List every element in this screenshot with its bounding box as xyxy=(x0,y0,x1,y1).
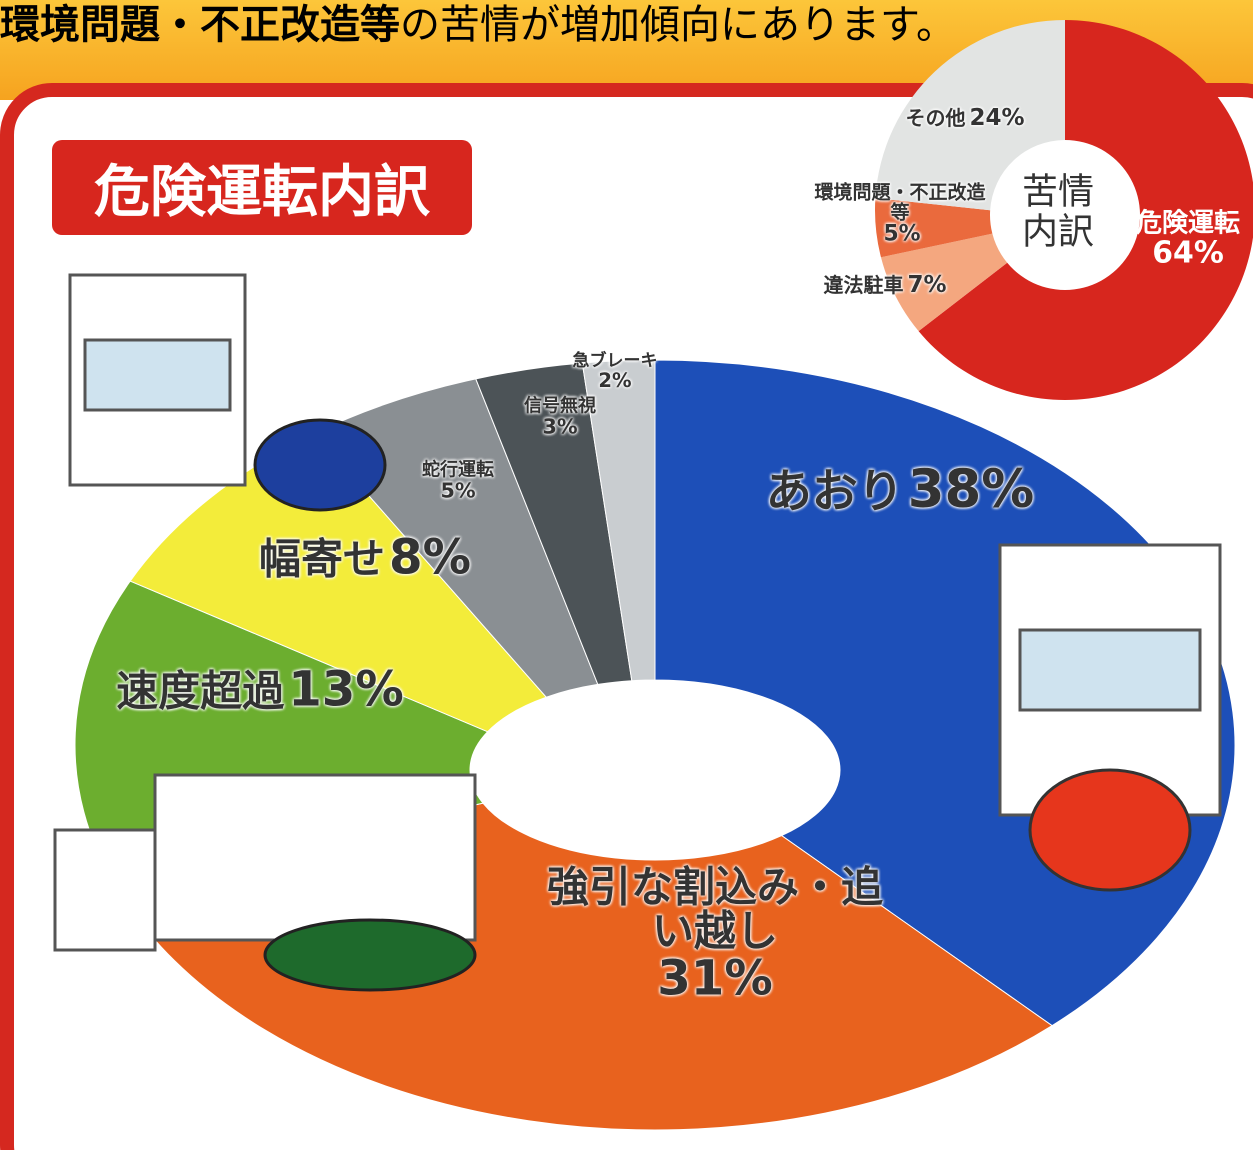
slice-value: 13% xyxy=(288,661,404,718)
slice-label: 速度超過 13% xyxy=(116,661,404,718)
slice-label: 蛇行運転 5% xyxy=(422,459,494,503)
slice-value: 5% xyxy=(883,221,921,247)
slice-name: 環境問題・不正改造等 xyxy=(814,181,986,224)
slice-name: あおり xyxy=(765,464,904,519)
slice-label: 環境問題・不正改造等 5% xyxy=(810,181,990,247)
slice xyxy=(581,359,656,682)
slice-name: 速度超過 xyxy=(116,666,285,716)
slice-label: 急ブレーキ 2% xyxy=(572,350,658,392)
slice-name: 信号無視 xyxy=(524,395,596,417)
slice-name: 蛇行運転 xyxy=(422,459,494,481)
slice xyxy=(875,20,1065,211)
slice-name: 急ブレーキ xyxy=(572,350,658,371)
slice-value: 2% xyxy=(598,368,632,392)
header-bold: 環境問題・不正改造等 xyxy=(0,2,400,48)
slice-name: 強引な割込み・追い越し xyxy=(546,862,883,956)
slice-label: 幅寄せ 8% xyxy=(258,529,472,586)
chart-title: 危険運転内訳 xyxy=(52,140,472,235)
truck-illustration xyxy=(53,273,1222,992)
slice-label: 強引な割込み・追い越し 31% xyxy=(535,862,895,1007)
slice-value: 64% xyxy=(1152,235,1224,271)
center-label: 苦情内訳 xyxy=(1021,171,1094,252)
slice-value: 38% xyxy=(907,459,1035,521)
slice-value: 31% xyxy=(657,950,773,1007)
slice-label: その他 24% xyxy=(905,106,1024,130)
slice xyxy=(880,233,1008,332)
slice-name: 危険運転 xyxy=(1135,208,1241,239)
slice-value: 24% xyxy=(969,104,1025,131)
slice-label: 信号無視 3% xyxy=(524,395,596,439)
slice xyxy=(918,20,1253,400)
slice-value: 8% xyxy=(389,529,472,586)
slice-value: 5% xyxy=(440,478,476,503)
header-rest: の苦情が増加傾向にあります。 xyxy=(400,2,956,48)
slice-name: 幅寄せ xyxy=(258,534,386,584)
slice-label: 危険運転 64% xyxy=(1135,208,1241,271)
slice-name: その他 xyxy=(905,105,966,130)
slice-value: 3% xyxy=(542,414,578,439)
slice-label: 違法駐車 7% xyxy=(823,273,946,297)
donut xyxy=(875,20,1253,400)
header: 環境問題・不正改造等の苦情が増加傾向にあります。 xyxy=(0,0,956,50)
slice-label: あおり 38% xyxy=(766,462,1035,518)
slice-value: 7% xyxy=(907,271,947,298)
slice-name: 違法駐車 xyxy=(823,272,904,297)
slice xyxy=(875,198,993,258)
